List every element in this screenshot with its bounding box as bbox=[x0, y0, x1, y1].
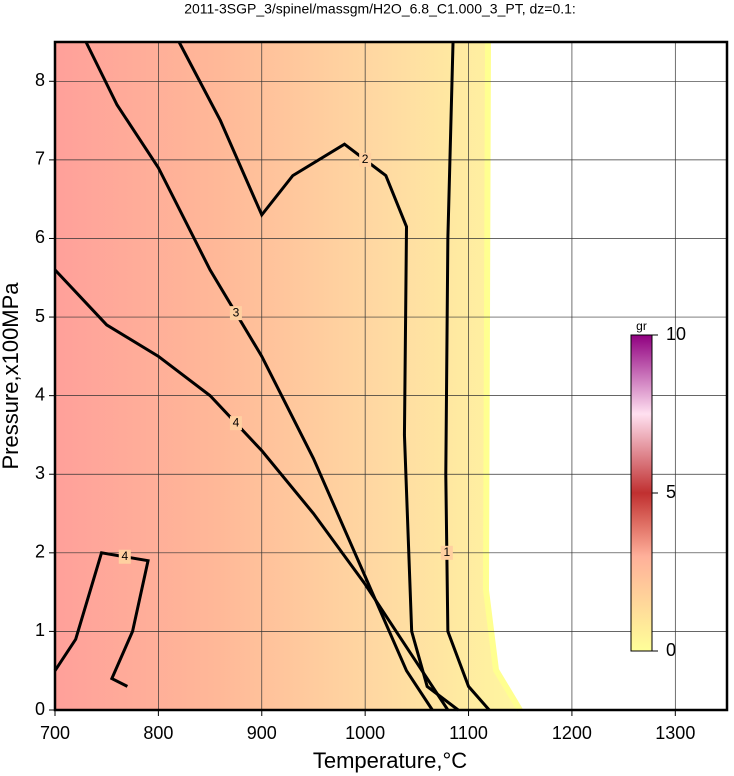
contour-label-bg bbox=[440, 545, 453, 560]
x-tick-label: 700 bbox=[40, 723, 70, 743]
x-tick-label: 900 bbox=[247, 723, 277, 743]
chart-title: 2011-3SGP_3/spinel/massgm/H2O_6.8_C1.000… bbox=[184, 1, 576, 17]
contour-line bbox=[53, 551, 150, 688]
contour-label-bg bbox=[359, 152, 372, 167]
y-tick-label: 6 bbox=[35, 227, 45, 247]
contour-label-bg bbox=[229, 306, 242, 321]
contour-line bbox=[177, 41, 460, 712]
contour-line bbox=[53, 268, 450, 711]
colorbar-label: gr bbox=[636, 319, 647, 333]
contour-label: 4 bbox=[121, 549, 128, 563]
y-tick-label: 7 bbox=[35, 149, 45, 169]
x-tick-label: 1200 bbox=[552, 723, 592, 743]
y-axis-label: Pressure,x100MPa bbox=[0, 282, 23, 470]
y-tick-label: 2 bbox=[35, 542, 45, 562]
contour-line bbox=[84, 41, 434, 711]
colorbar-tick-label: 10 bbox=[666, 324, 686, 344]
y-tick-label: 5 bbox=[35, 306, 45, 326]
y-tick-label: 0 bbox=[35, 699, 45, 719]
colorbar-tick-label: 0 bbox=[666, 640, 676, 660]
field-edge bbox=[482, 41, 523, 712]
contour-label: 1 bbox=[443, 545, 450, 559]
plot-frame bbox=[53, 40, 729, 712]
contour-label: 3 bbox=[233, 305, 240, 319]
y-tick-label: 1 bbox=[35, 620, 45, 640]
colorbar bbox=[630, 334, 653, 652]
contour-label-bg bbox=[118, 549, 131, 564]
contour-label: 2 bbox=[362, 152, 369, 166]
y-tick-label: 8 bbox=[35, 70, 45, 90]
contour-label-bg bbox=[229, 416, 242, 431]
colorbar-tick-label: 5 bbox=[666, 482, 676, 502]
contour-label: 4 bbox=[233, 415, 240, 429]
y-tick-label: 4 bbox=[35, 384, 45, 404]
x-tick-label: 800 bbox=[143, 723, 173, 743]
field bbox=[55, 42, 520, 710]
x-tick-label: 1100 bbox=[449, 723, 488, 743]
x-axis-label: Temperature,°C bbox=[313, 748, 467, 773]
y-tick-label: 3 bbox=[35, 463, 45, 483]
x-tick-label: 1000 bbox=[345, 723, 385, 743]
x-tick-label: 1300 bbox=[655, 723, 695, 743]
